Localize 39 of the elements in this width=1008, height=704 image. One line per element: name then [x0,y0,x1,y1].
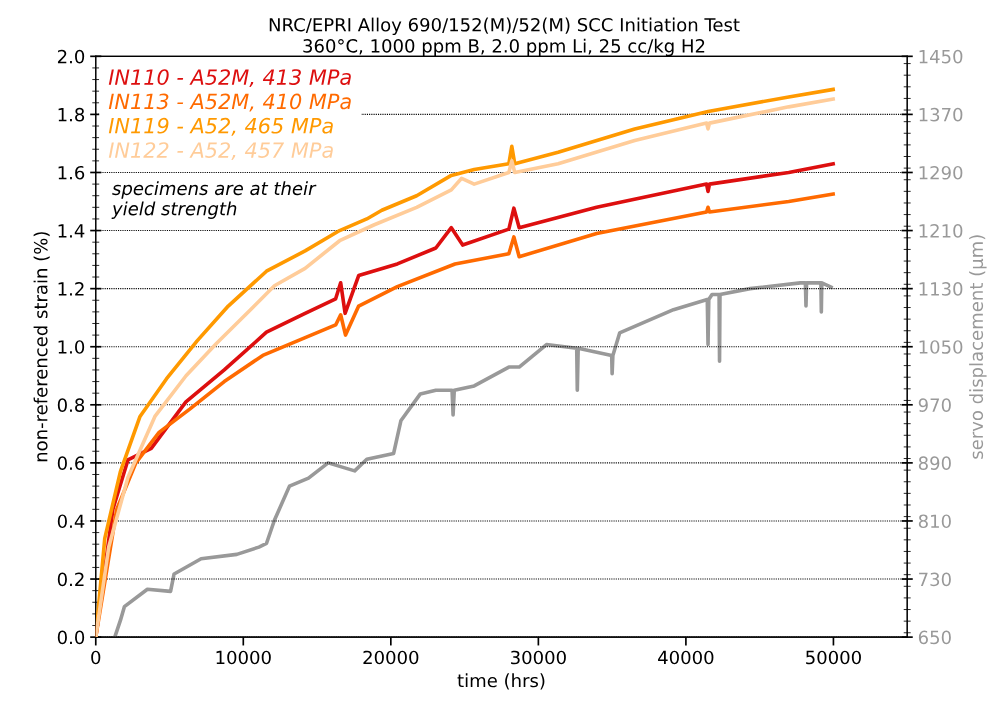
y2-tick-label: 650 [918,630,951,645]
annotation: specimens are at their yield strength [111,181,317,219]
text: IN110 - A52M, 413 MPa [108,69,351,88]
line-series [112,281,833,638]
y-tick-label: 1.6 [58,165,85,180]
x-tick-label: 10000 [216,650,271,665]
chart-subtitle: 360°C, 1000 ppm B, 2.0 ppm Li, 25 cc/kg H2 [303,38,705,57]
y2-tick-label: 730 [919,572,951,587]
x-tick-label: 20000 [363,650,419,665]
y2-tick-label: 1050 [919,340,963,354]
y2-tick-label: 1370 [919,107,963,122]
y2-tick-label: 890 [918,456,951,470]
x-tick-label: 30000 [511,650,566,665]
y2-axis-title: servo displacement (µm) [969,235,987,459]
chart-title: NRC/EPRI Alloy 690/152(M)/52(M) SCC Initiation Test [269,17,740,36]
y-tick-label: 0.4 [57,514,85,529]
y-tick-label: 2.0 [57,49,85,64]
x-tick-label: 0 [91,650,101,665]
text: IN119 - A52, 465 MPa [108,117,333,136]
y-tick-label: 0.0 [57,630,85,645]
text: IN122 - A52, 457 MPa [108,142,333,161]
y2-tick-label: 970 [918,398,951,412]
y-tick-label: 1.4 [58,224,85,238]
x-axis-title: time (hrs) [457,673,545,690]
y2-tick-label: 1210 [919,224,963,238]
text: IN113 - A52M, 410 MPa [108,93,351,112]
y-tick-label: 0.6 [57,456,85,470]
y-tick-label: 0.8 [57,398,85,412]
y2-tick-label: 1450 [919,49,963,64]
y-tick-label: 1.8 [58,107,85,122]
y-tick-label: 1.0 [58,340,85,354]
y2-tick-label: 1130 [919,282,963,296]
y2-tick-label: 1290 [919,165,963,180]
x-tick-label: 50000 [806,650,861,665]
y-tick-label: 1.2 [58,282,84,296]
x-tick-label: 40000 [658,650,714,665]
y-axis-title: non-referenced strain (%) [33,232,50,462]
y-tick-label: 0.2 [57,572,84,587]
y2-tick-label: 810 [918,514,951,529]
